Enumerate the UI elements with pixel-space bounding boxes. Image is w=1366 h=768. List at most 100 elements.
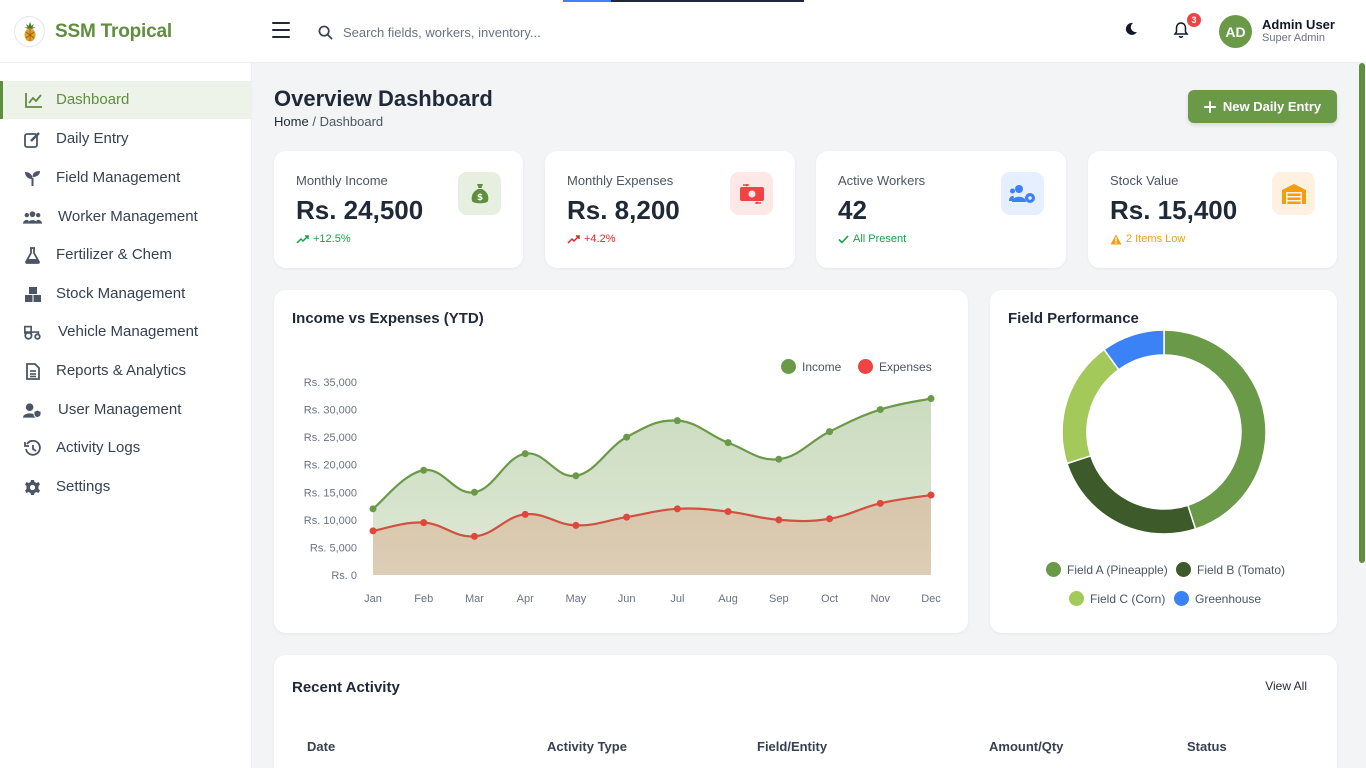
avatar[interactable]: AD [1219,15,1252,48]
y-tick-label: Rs. 15,000 [304,487,357,499]
data-point-expenses[interactable] [724,508,732,516]
stat-label: Monthly Expenses [567,173,674,188]
dark-mode-toggle[interactable] [1123,21,1139,42]
data-point-expenses[interactable] [420,519,428,527]
stat-trend-text: 2 Items Low [1126,233,1186,245]
data-point-expenses[interactable] [369,527,377,535]
data-point-income[interactable] [775,455,783,463]
sidebar-item-worker-management[interactable]: Worker Management [0,198,251,236]
money-exchange-icon [730,172,773,215]
sidebar-item-daily-entry[interactable]: Daily Entry [0,120,251,158]
data-point-income[interactable] [572,472,580,480]
donut-slice[interactable] [1102,330,1165,371]
legend-label: Greenhouse [1195,591,1262,606]
sidebar-item-user-management[interactable]: User Management [0,391,251,429]
page-scrollbar[interactable] [1358,63,1366,768]
legend-label: Income [802,359,842,374]
stat-card-stock[interactable]: Stock Value Rs. 15,400 2 Items Low [1088,151,1337,268]
data-point-income[interactable] [420,466,428,474]
data-point-income[interactable] [826,428,834,436]
sidebar-item-settings[interactable]: Settings [0,468,251,506]
legend-field-a[interactable]: Field A (Pineapple) [1046,562,1168,577]
data-point-income[interactable] [470,488,478,496]
y-tick-label: Rs. 20,000 [304,460,357,472]
boxes-icon [23,285,42,303]
tractor-icon [23,323,42,341]
table-header-amount-qty[interactable]: Amount/Qty [989,739,1064,754]
data-point-expenses[interactable] [623,513,631,521]
sidebar-item-field-management[interactable]: Field Management [0,159,251,197]
sidebar-item-fertilizer-chem[interactable]: Fertilizer & Chem [0,236,251,274]
data-point-income[interactable] [927,395,935,403]
table-header-activity-type[interactable]: Activity Type [547,739,627,754]
sidebar-item-label: Fertilizer & Chem [56,246,172,263]
search-bar[interactable] [308,18,568,46]
data-point-expenses[interactable] [673,505,681,513]
field-performance-donut [1061,330,1267,535]
search-input[interactable] [343,24,563,40]
plus-icon [1203,100,1216,113]
sidebar-item-vehicle-management[interactable]: Vehicle Management [0,313,251,351]
data-point-income[interactable] [876,406,884,414]
donut-slice[interactable] [1066,454,1197,535]
view-all-link[interactable]: View All [1265,679,1307,693]
data-point-income[interactable] [369,505,377,513]
breadcrumb-current: Dashboard [319,114,384,129]
table-header-field-entity[interactable]: Field/Entity [757,739,828,754]
app-name: SSM Tropical [55,20,172,42]
stat-card-workers[interactable]: Active Workers 42 All Present [816,151,1066,268]
legend-expenses[interactable]: Expenses [858,359,932,374]
data-point-expenses[interactable] [927,491,935,499]
sidebar-item-dashboard[interactable]: Dashboard [0,81,251,119]
new-daily-entry-button[interactable]: New Daily Entry [1188,90,1337,123]
donut-slice[interactable] [1163,330,1267,530]
donut-slice[interactable] [1061,348,1120,465]
x-tick-label: Dec [921,593,941,605]
menu-toggle-icon[interactable] [272,22,290,38]
legend-swatch [1176,562,1191,577]
stat-card-income[interactable]: Monthly Income Rs. 24,500 +12.5% $ [274,151,523,268]
brand-logo-icon [14,16,45,47]
stat-label: Stock Value [1110,173,1179,188]
legend-field-c[interactable]: Field C (Corn) [1069,591,1165,606]
table-header-status[interactable]: Status [1187,739,1227,754]
chart-title: Field Performance [1008,310,1139,327]
svg-text:$: $ [476,193,482,203]
stat-trend-text: All Present [853,233,907,245]
data-point-income[interactable] [673,417,681,425]
data-point-expenses[interactable] [470,532,478,540]
breadcrumb-home-link[interactable]: Home [274,114,309,129]
data-point-expenses[interactable] [521,510,529,518]
sidebar-item-stock-management[interactable]: Stock Management [0,275,251,313]
legend-greenhouse[interactable]: Greenhouse [1174,591,1261,606]
table-header-date[interactable]: Date [307,739,336,754]
legend-income[interactable]: Income [781,359,841,374]
data-point-expenses[interactable] [775,516,783,524]
scrollbar-thumb[interactable] [1359,63,1365,563]
data-point-income[interactable] [521,450,529,458]
data-point-expenses[interactable] [826,515,834,523]
flask-icon [23,246,42,264]
legend-field-b[interactable]: Field B (Tomato) [1176,562,1285,577]
field-performance-card: Field Performance Field A (Pineapple) Fi… [990,290,1337,633]
stat-value: Rs. 15,400 [1110,195,1238,225]
income-expenses-chart: Rs. 0 Rs. 5,000 Rs. 10,000 Rs. 15,000 Rs. 20… [304,377,941,605]
data-point-expenses[interactable] [572,521,580,529]
notifications-button[interactable] [1173,21,1189,44]
user-name[interactable]: Admin User [1262,17,1335,32]
stat-card-expenses[interactable]: Monthly Expenses Rs. 8,200 +4.2% [545,151,795,268]
sidebar-item-activity-logs[interactable]: Activity Logs [0,429,251,467]
users-gear-icon [1001,172,1044,215]
y-tick-label: Rs. 5,000 [310,542,357,554]
new-daily-entry-label: New Daily Entry [1222,99,1322,114]
brand[interactable]: SSM Tropical [14,16,172,47]
data-point-income[interactable] [724,439,732,447]
series-area-expenses [373,495,931,575]
stat-trend: 2 Items Low [1110,233,1185,245]
data-point-expenses[interactable] [876,499,884,507]
x-tick-label: Apr [517,593,534,605]
sidebar-item-reports-analytics[interactable]: Reports & Analytics [0,352,251,390]
users-icon [23,208,42,226]
legend-label: Field C (Corn) [1090,591,1166,606]
data-point-income[interactable] [623,433,631,441]
